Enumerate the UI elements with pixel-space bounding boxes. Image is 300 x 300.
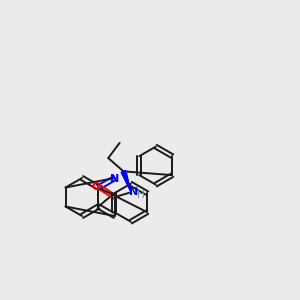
- Text: N: N: [110, 174, 119, 184]
- Text: H: H: [137, 190, 145, 200]
- Polygon shape: [121, 170, 131, 192]
- Text: O: O: [91, 182, 101, 192]
- Text: N: N: [129, 187, 139, 197]
